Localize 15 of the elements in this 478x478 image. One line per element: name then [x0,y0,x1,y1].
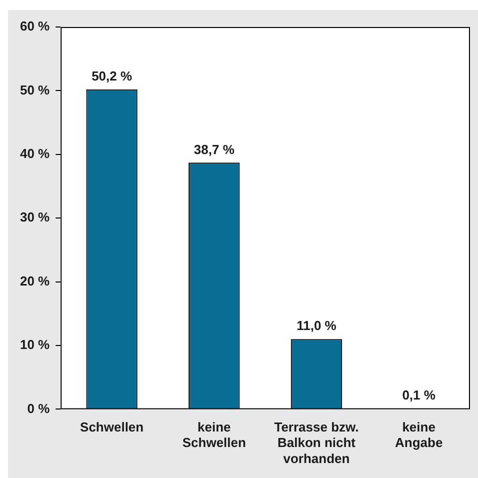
x-tick-label: Terrasse bzw. Balkon nicht vorhanden [274,420,359,466]
y-tick-label: 20 % [20,273,50,288]
data-label: 11,0 % [296,318,337,334]
y-tick-label: 30 % [20,210,50,225]
data-label: 0,1 % [402,388,436,403]
y-tick-label: 50 % [20,82,50,98]
data-label: 50,2 % [92,68,132,84]
y-tick-label: 10 % [20,337,50,352]
y-tick-label: 60 % [20,18,50,34]
y-tick-label: 0 % [27,400,50,416]
data-label: 38,7 % [194,142,235,157]
x-tick-label: Schwellen [80,420,144,435]
x-tick-label: keine Angabe [394,420,443,450]
x-tick-label: keine Schwellen [182,420,246,450]
y-tick-label: 40 % [20,146,50,161]
